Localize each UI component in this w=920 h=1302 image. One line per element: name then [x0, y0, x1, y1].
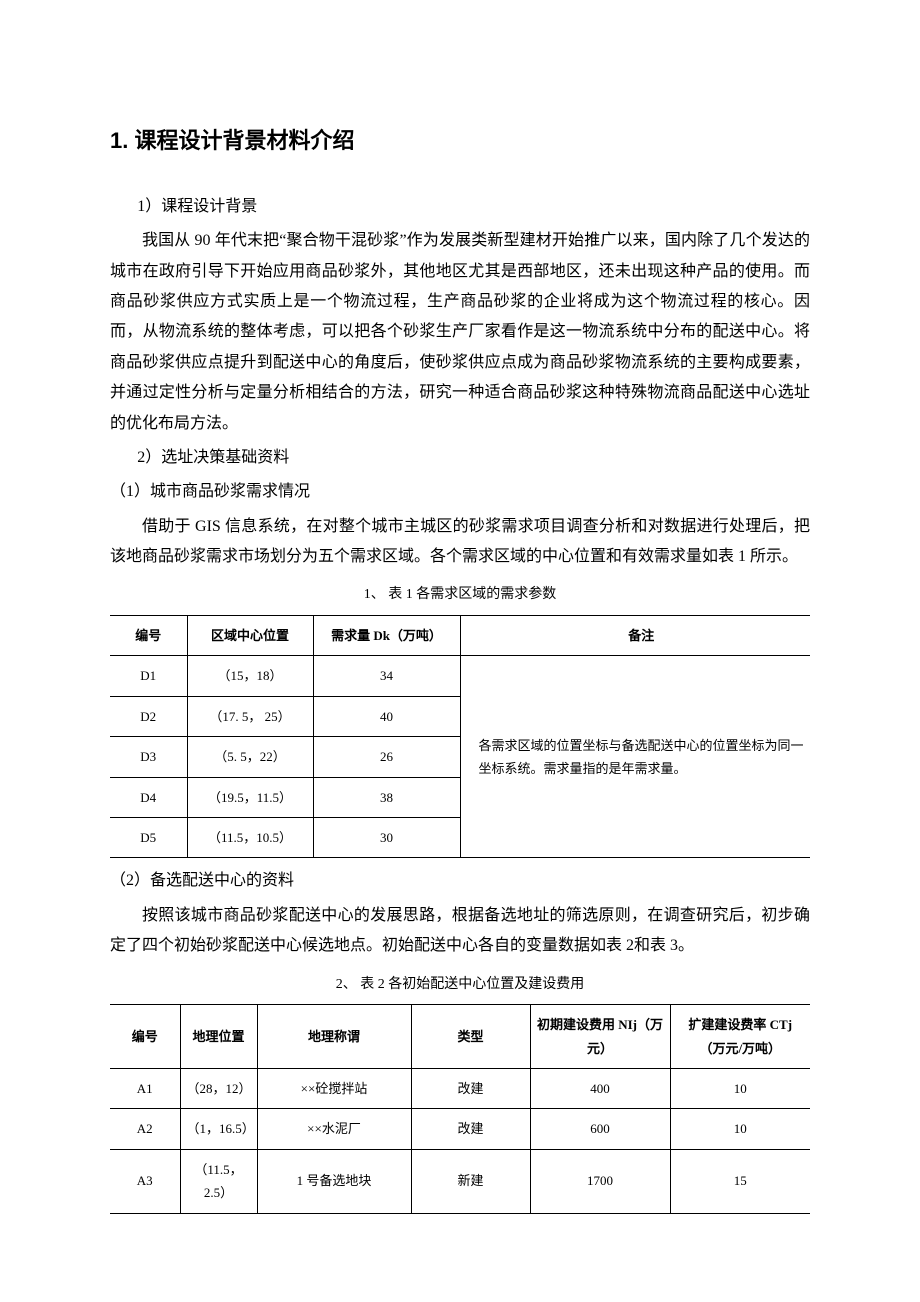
- table2-header-initcost: 初期建设费用 NIj（万元）: [530, 1005, 670, 1069]
- cell-location: （15，18）: [187, 656, 313, 696]
- table2-header-location: 地理位置: [180, 1005, 257, 1069]
- cell-id: D4: [110, 777, 187, 817]
- subheading-1: 1）课程设计背景: [110, 192, 810, 222]
- subheading-2-2: （2）备选配送中心的资料: [110, 866, 810, 896]
- subheading-2: 2）选址决策基础资料: [110, 443, 810, 473]
- cell-location: （11.5，2.5）: [180, 1149, 257, 1213]
- cell-id: D3: [110, 737, 187, 777]
- table1-header-location: 区域中心位置: [187, 616, 313, 656]
- table2-caption: 2、 表 2 各初始配送中心位置及建设费用: [110, 972, 810, 999]
- cell-type: 改建: [411, 1109, 530, 1149]
- cell-demand: 38: [313, 777, 460, 817]
- cell-name: 1 号备选地块: [257, 1149, 411, 1213]
- cell-id: A1: [110, 1068, 180, 1108]
- cell-location: （17. 5， 25）: [187, 696, 313, 736]
- table1-header-id: 编号: [110, 616, 187, 656]
- cell-name: ××水泥厂: [257, 1109, 411, 1149]
- cell-location: （5. 5，22）: [187, 737, 313, 777]
- table2-header-id: 编号: [110, 1005, 180, 1069]
- table2-header-name: 地理称谓: [257, 1005, 411, 1069]
- table-row: A2 （1，16.5） ××水泥厂 改建 600 10: [110, 1109, 810, 1149]
- cell-id: D5: [110, 818, 187, 858]
- paragraph-background: 我国从 90 年代末把“聚合物干混砂浆”作为发展类新型建材开始推广以来，国内除了…: [110, 226, 810, 439]
- table1-header-demand: 需求量 Dk（万吨）: [313, 616, 460, 656]
- cell-demand: 34: [313, 656, 460, 696]
- cell-id: A3: [110, 1149, 180, 1213]
- cell-demand: 30: [313, 818, 460, 858]
- cell-id: A2: [110, 1109, 180, 1149]
- cell-location: （11.5，10.5）: [187, 818, 313, 858]
- table-row: A3 （11.5，2.5） 1 号备选地块 新建 1700 15: [110, 1149, 810, 1213]
- cell-demand: 40: [313, 696, 460, 736]
- table2-header-type: 类型: [411, 1005, 530, 1069]
- cell-id: D2: [110, 696, 187, 736]
- paragraph-demand: 借助于 GIS 信息系统，在对整个城市主城区的砂浆需求项目调查分析和对数据进行处…: [110, 512, 810, 573]
- cell-location: （19.5，11.5）: [187, 777, 313, 817]
- cell-initcost: 400: [530, 1068, 670, 1108]
- cell-id: D1: [110, 656, 187, 696]
- cell-location: （1，16.5）: [180, 1109, 257, 1149]
- subheading-2-1: （1）城市商品砂浆需求情况: [110, 477, 810, 507]
- table2-candidate-centers: 编号 地理位置 地理称谓 类型 初期建设费用 NIj（万元） 扩建建设费率 CT…: [110, 1004, 810, 1213]
- table2-header-row: 编号 地理位置 地理称谓 类型 初期建设费用 NIj（万元） 扩建建设费率 CT…: [110, 1005, 810, 1069]
- cell-location: （28，12）: [180, 1068, 257, 1108]
- table1-caption: 1、 表 1 各需求区域的需求参数: [110, 582, 810, 609]
- cell-initcost: 600: [530, 1109, 670, 1149]
- section-heading: 1. 课程设计背景材料介绍: [110, 120, 810, 162]
- cell-extcost: 10: [670, 1109, 810, 1149]
- paragraph-candidate-centers: 按照该城市商品砂浆配送中心的发展思路，根据备选地址的筛选原则，在调查研究后，初步…: [110, 901, 810, 962]
- cell-extcost: 15: [670, 1149, 810, 1213]
- table-row: A1 （28，12） ××砼搅拌站 改建 400 10: [110, 1068, 810, 1108]
- cell-name: ××砼搅拌站: [257, 1068, 411, 1108]
- cell-initcost: 1700: [530, 1149, 670, 1213]
- cell-note: 各需求区域的位置坐标与备选配送中心的位置坐标为同一坐标系统。需求量指的是年需求量…: [460, 656, 810, 858]
- table1-header-row: 编号 区域中心位置 需求量 Dk（万吨） 备注: [110, 616, 810, 656]
- cell-type: 新建: [411, 1149, 530, 1213]
- cell-extcost: 10: [670, 1068, 810, 1108]
- table-row: D1 （15，18） 34 各需求区域的位置坐标与备选配送中心的位置坐标为同一坐…: [110, 656, 810, 696]
- cell-type: 改建: [411, 1068, 530, 1108]
- cell-demand: 26: [313, 737, 460, 777]
- table1-demand-regions: 编号 区域中心位置 需求量 Dk（万吨） 备注 D1 （15，18） 34 各需…: [110, 615, 810, 858]
- table1-header-note: 备注: [460, 616, 810, 656]
- table2-header-extcost: 扩建建设费率 CTj（万元/万吨）: [670, 1005, 810, 1069]
